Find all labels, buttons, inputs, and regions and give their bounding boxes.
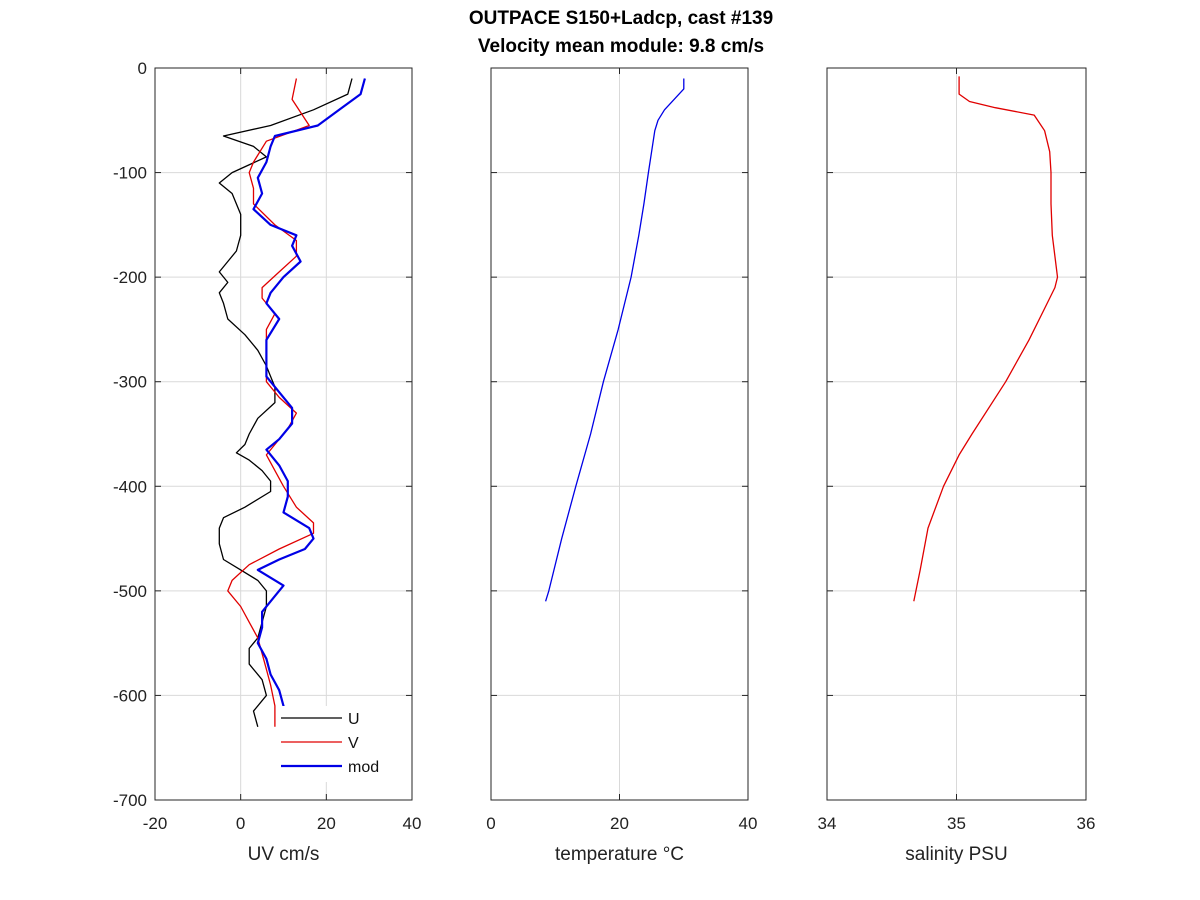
x-tick-label: 0 <box>236 814 245 833</box>
legend-label-mod: mod <box>348 759 379 776</box>
axes-box <box>154 67 413 801</box>
y-tick-label: -300 <box>113 373 147 392</box>
x-axis-label: temperature °C <box>555 844 684 865</box>
panel-3: 34 35 36 salinity PSU <box>818 67 1096 865</box>
y-tick-label: -500 <box>113 582 147 601</box>
y-tick-label: -400 <box>113 477 147 496</box>
x-tick-label: 20 <box>610 814 629 833</box>
y-tick-label: 0 <box>138 59 147 78</box>
panel-2: 0 20 40 temperature °C <box>486 67 758 865</box>
chart-title-line-2: Velocity mean module: 9.8 cm/s <box>478 36 764 57</box>
y-tick-label: -600 <box>113 686 147 705</box>
x-axis-label: salinity PSU <box>905 844 1007 865</box>
series-line-V <box>227 78 315 727</box>
chart-title-line-1: OUTPACE S150+Ladcp, cast #139 <box>469 8 773 29</box>
legend-background <box>276 706 396 782</box>
series-line-U <box>218 78 353 727</box>
x-tick-label: 35 <box>947 814 966 833</box>
legend-label-U: U <box>348 711 360 728</box>
x-tick-label: 34 <box>818 814 837 833</box>
x-tick-label: 40 <box>403 814 422 833</box>
x-tick-label: -20 <box>143 814 168 833</box>
y-tick-label: -700 <box>113 791 147 810</box>
series-line-salinity <box>913 76 1059 602</box>
series-line-mod <box>252 78 366 727</box>
x-axis-label: UV cm/s <box>248 844 320 865</box>
x-tick-label: 40 <box>739 814 758 833</box>
series-line-temperature <box>544 78 685 602</box>
y-tick-label: -100 <box>113 164 147 183</box>
panels: -20 0 20 40-700-600-500-400-300-200-1000UV … <box>113 59 1095 865</box>
x-tick-label: 20 <box>317 814 336 833</box>
x-tick-label: 36 <box>1077 814 1096 833</box>
panel-1: -20 0 20 40-700-600-500-400-300-200-1000UV … <box>113 59 421 865</box>
x-tick-label: 0 <box>486 814 495 833</box>
legend-label-V: V <box>348 735 359 752</box>
y-tick-label: -200 <box>113 268 147 287</box>
